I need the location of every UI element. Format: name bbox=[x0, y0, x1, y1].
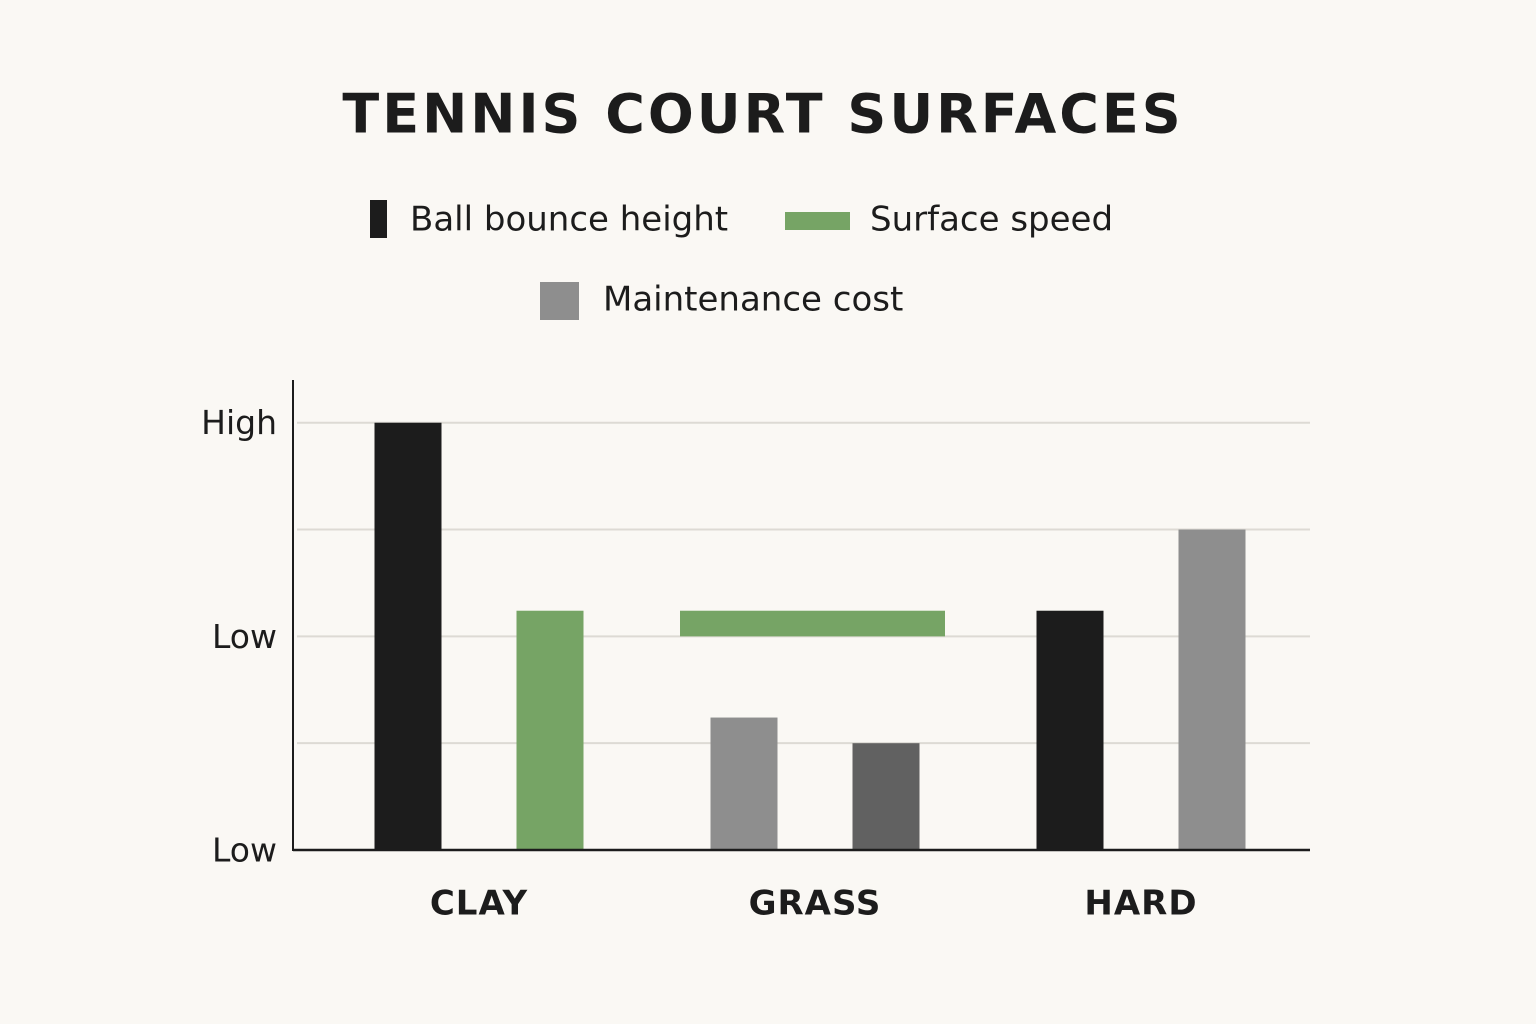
bar bbox=[680, 610, 945, 637]
legend-swatch bbox=[785, 212, 850, 230]
x-tick-label: HARD bbox=[1084, 884, 1197, 924]
y-tick-label: Low bbox=[212, 831, 277, 870]
y-tick-label: High bbox=[201, 403, 277, 442]
x-tick-label: CLAY bbox=[430, 884, 528, 924]
bar bbox=[1036, 610, 1104, 850]
bar bbox=[516, 610, 584, 850]
bar bbox=[1178, 529, 1246, 850]
x-tick-label: GRASS bbox=[749, 884, 882, 924]
legend-label: Ball bounce height bbox=[410, 200, 728, 240]
y-tick-label: Low bbox=[212, 617, 277, 656]
legend-label: Surface speed bbox=[870, 200, 1113, 240]
legend-swatch bbox=[370, 200, 387, 238]
bar bbox=[710, 717, 778, 850]
legend-label: Maintenance cost bbox=[603, 280, 903, 320]
chart-title: TENNIS COURT SURFACES bbox=[342, 83, 1183, 146]
bar bbox=[374, 422, 442, 850]
legend-swatch bbox=[540, 282, 579, 320]
bar bbox=[852, 743, 920, 850]
